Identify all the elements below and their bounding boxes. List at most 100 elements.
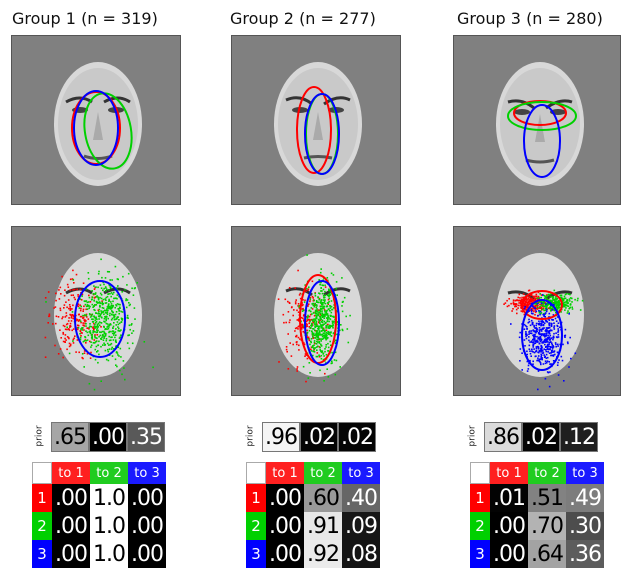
- fixation-points: [44, 258, 154, 391]
- prior-cell-1: .86: [484, 422, 522, 452]
- matrix-col-header-1: to 1: [52, 462, 90, 484]
- matrix-row-1: 1.00.60.40: [246, 484, 380, 512]
- prior-label: prior: [34, 425, 45, 447]
- matrix-corner: [470, 462, 490, 484]
- matrix-cell-2-2: .91: [304, 512, 342, 540]
- transition-matrix: to 1 to 2 to 3 1.00 1.0.00 2.00 1.0.00 3.00 1.0.…: [32, 462, 166, 568]
- matrix-col-header-3: to 3: [128, 462, 166, 484]
- prior-cell-1: .96: [262, 422, 300, 452]
- matrix-col-header-2: to 2: [304, 462, 342, 484]
- matrix-col-header-3: to 3: [566, 462, 604, 484]
- state-3-ellipse: [304, 280, 340, 366]
- matrix-cell-3-3: .08: [342, 540, 380, 568]
- matrix-corner: [246, 462, 266, 484]
- matrix-cell-1-3: .40: [342, 484, 380, 512]
- gaze-scatter-svg: [44, 253, 154, 391]
- matrix-col-header-2: to 2: [528, 462, 566, 484]
- left-eye: [292, 107, 308, 113]
- matrix-row-header-1: 1: [32, 484, 52, 512]
- state-3-ellipse: [521, 299, 563, 371]
- matrix-cell-1-1: .00: [266, 484, 304, 512]
- face-ellipse-svg: [54, 62, 142, 186]
- gaze-scatter-svg: [274, 253, 362, 383]
- nose: [313, 112, 323, 140]
- matrix-cell-3-2: .92: [304, 540, 342, 568]
- state-3-ellipse: [523, 104, 561, 178]
- matrix-corner: [32, 462, 52, 484]
- face-ellipse-panel: [453, 35, 621, 205]
- matrix-row-2: 2.00 1.0.00: [32, 512, 166, 540]
- matrix-cell-3-3: .00: [128, 540, 166, 568]
- matrix-row-header-3: 3: [32, 540, 52, 568]
- matrix-row-header-1: 1: [246, 484, 266, 512]
- state-3-ellipse: [73, 90, 119, 166]
- matrix-col-header-1: to 1: [490, 462, 528, 484]
- state-1-ellipse: [513, 100, 567, 126]
- matrix-col-header-3: to 3: [342, 462, 380, 484]
- transition-matrix: to 1 to 2 to 3 1.00.60.40 2.00.91.09 3.00.92.…: [246, 462, 380, 568]
- state-3-ellipse: [74, 280, 126, 358]
- matrix-row-3: 3.00 1.0.00: [32, 540, 166, 568]
- matrix-row-header-2: 2: [470, 512, 490, 540]
- group-column-3: Group 3 (n = 280) prior .86 .02 .12 to: [440, 0, 621, 573]
- prior-cell-2: .02: [522, 422, 560, 452]
- matrix-row-header-3: 3: [470, 540, 490, 568]
- group-title: Group 3 (n = 280): [457, 9, 603, 28]
- mouth: [525, 158, 555, 164]
- matrix-row-3: 3.00.92.08: [246, 540, 380, 568]
- prior-row: prior .86 .02 .12: [468, 422, 598, 452]
- matrix-row-1: 1.01.51.49: [470, 484, 604, 512]
- face-ellipse-svg: [274, 62, 362, 186]
- matrix-row-1: 1.00 1.0.00: [32, 484, 166, 512]
- matrix-cell-3-3: .36: [566, 540, 604, 568]
- face-ellipse-svg: [496, 62, 584, 186]
- matrix-row-header-2: 2: [32, 512, 52, 540]
- nose: [535, 114, 545, 142]
- gaze-scatter-panel: [11, 226, 181, 396]
- matrix-row-header-1: 1: [470, 484, 490, 512]
- matrix-cell-2-1: .00: [52, 512, 90, 540]
- prior-cell-3: .35: [127, 422, 165, 452]
- matrix-row-header-3: 3: [246, 540, 266, 568]
- state-2-ellipse: [507, 101, 577, 131]
- face-shape: [54, 253, 142, 377]
- prior-label: prior: [467, 425, 478, 447]
- gaze-scatter-panel: [231, 226, 401, 396]
- matrix-cell-1-1: .00: [52, 484, 90, 512]
- transition-matrix: to 1 to 2 to 3 1.01.51.49 2.00.70.30 3.00.64.…: [470, 462, 604, 568]
- matrix-cell-1-2: .51: [528, 484, 566, 512]
- matrix-row-2: 2.00.91.09: [246, 512, 380, 540]
- matrix-cell-2-3: .30: [566, 512, 604, 540]
- prior-cell-3: .12: [560, 422, 598, 452]
- group-column-2: Group 2 (n = 277) prior .96 .02 .02 to: [216, 0, 416, 573]
- matrix-cell-1-3: .00: [128, 484, 166, 512]
- state-2-ellipse: [83, 92, 133, 170]
- matrix-cell-2-1: .00: [266, 512, 304, 540]
- prior-row: prior .65 .00 .35: [35, 422, 165, 452]
- state-1-ellipse: [521, 290, 563, 320]
- matrix-cell-1-2: 1.0: [90, 484, 128, 512]
- matrix-cell-3-1: .00: [52, 540, 90, 568]
- matrix-cell-2-2: 1.0: [90, 512, 128, 540]
- face-ellipse-panel: [231, 35, 401, 205]
- matrix-cell-1-1: .01: [490, 484, 528, 512]
- prior-label: prior: [245, 425, 256, 447]
- matrix-cell-3-2: 1.0: [90, 540, 128, 568]
- matrix-cell-2-1: .00: [490, 512, 528, 540]
- matrix-cell-2-2: .70: [528, 512, 566, 540]
- matrix-row-3: 3.00.64.36: [470, 540, 604, 568]
- matrix-cell-1-3: .49: [566, 484, 604, 512]
- group-title: Group 2 (n = 277): [230, 9, 376, 28]
- matrix-cell-2-3: .09: [342, 512, 380, 540]
- matrix-header-row: to 1 to 2 to 3: [470, 462, 604, 484]
- matrix-cell-1-2: .60: [304, 484, 342, 512]
- matrix-col-header-1: to 1: [266, 462, 304, 484]
- matrix-header-row: to 1 to 2 to 3: [32, 462, 166, 484]
- prior-cell-1: .65: [51, 422, 89, 452]
- state-1-ellipse: [296, 86, 332, 174]
- matrix-col-header-2: to 2: [90, 462, 128, 484]
- eyebrows: [507, 290, 573, 301]
- left-eye: [514, 109, 530, 115]
- state-3-ellipse: [304, 93, 340, 175]
- group-title: Group 1 (n = 319): [12, 9, 158, 28]
